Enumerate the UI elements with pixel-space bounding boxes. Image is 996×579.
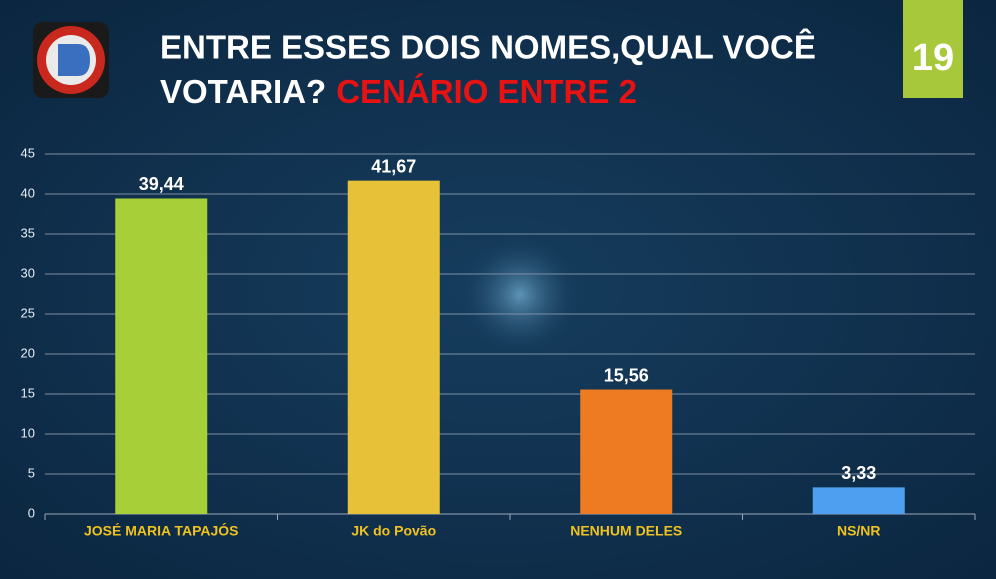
logo	[33, 22, 109, 98]
value-label: 41,67	[371, 156, 416, 176]
bar	[580, 389, 673, 514]
value-label: 3,33	[841, 463, 876, 483]
slide-number-box	[903, 0, 963, 98]
value-label: 39,44	[139, 174, 184, 194]
y-tick-label: 30	[21, 265, 35, 280]
title-line: ENTRE ESSES DOIS NOMES,QUAL VOCÊ	[160, 29, 816, 66]
y-tick-label: 10	[21, 425, 35, 440]
slide-number: 19	[912, 37, 954, 79]
title-line: VOTARIA?	[160, 73, 326, 110]
y-tick-label: 40	[21, 185, 35, 200]
title-highlight: CENÁRIO ENTRE 2	[336, 73, 637, 110]
x-tick-label: NS/NR	[837, 523, 881, 539]
bar	[812, 487, 905, 514]
y-tick-label: 15	[21, 385, 35, 400]
y-tick-label: 5	[28, 465, 35, 480]
x-tick-label: JOSÉ MARIA TAPAJÓS	[84, 522, 239, 539]
y-tick-label: 25	[21, 305, 35, 320]
bar	[115, 198, 208, 515]
bar	[347, 180, 440, 514]
background-glow	[460, 235, 580, 355]
y-tick-label: 35	[21, 225, 35, 240]
value-label: 15,56	[604, 365, 649, 385]
x-tick-label: JK do Povão	[351, 523, 436, 539]
y-tick-label: 20	[21, 345, 35, 360]
title-line: VOTARIA? CENÁRIO ENTRE 2	[160, 73, 637, 110]
x-tick-label: NENHUM DELES	[570, 523, 682, 539]
y-tick-label: 45	[21, 145, 35, 160]
y-tick-label: 0	[28, 505, 35, 520]
